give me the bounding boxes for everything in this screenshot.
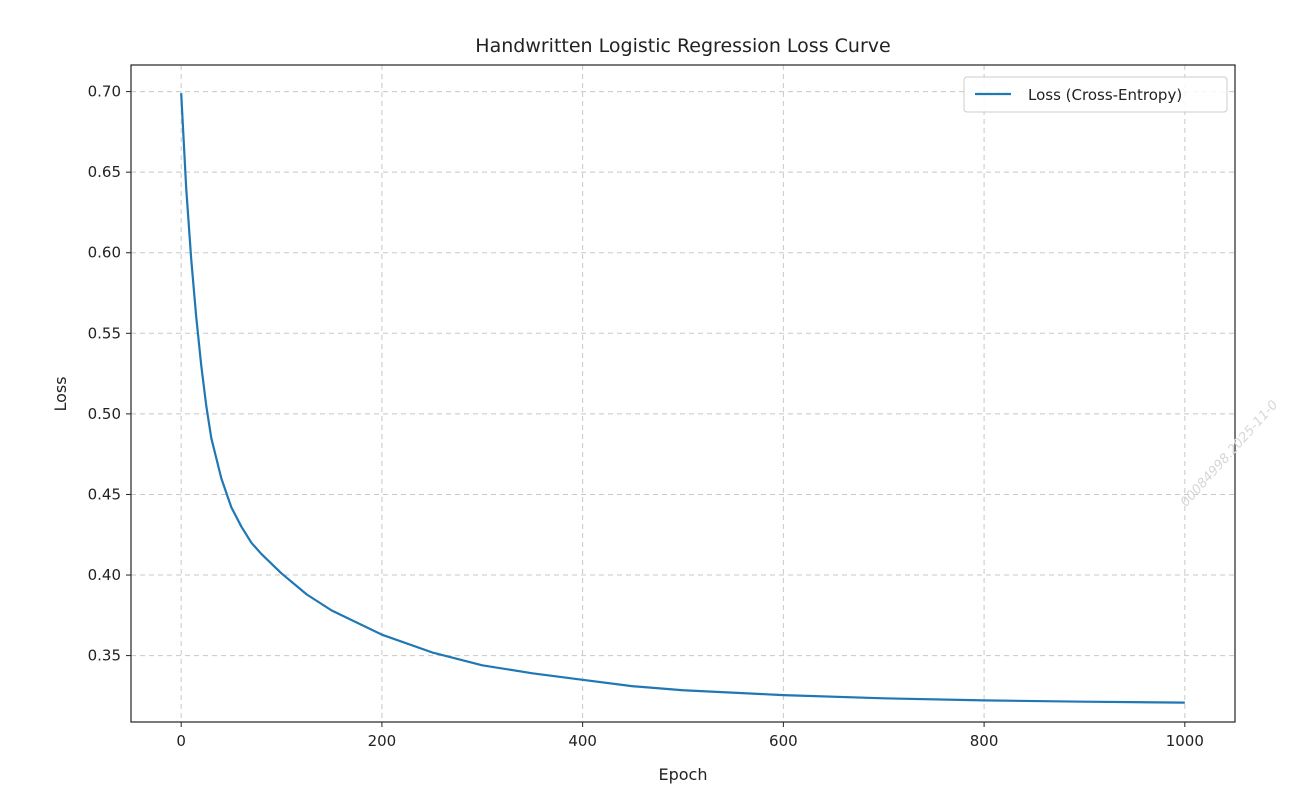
grid xyxy=(131,65,1235,722)
x-tick-label: 0 xyxy=(176,732,186,750)
x-tick-label: 200 xyxy=(368,732,397,750)
y-axis: 0.35 0.40 0.45 0.50 0.55 0.60 0.65 0.70 xyxy=(88,83,131,665)
y-tick-label: 0.40 xyxy=(88,566,121,584)
x-axis-label: Epoch xyxy=(659,765,708,784)
y-tick-label: 0.55 xyxy=(88,324,121,342)
x-tick-label: 1000 xyxy=(1166,732,1204,750)
x-axis: 0 200 400 600 800 1000 xyxy=(176,722,1204,750)
plot-frame xyxy=(130,64,1236,723)
series-line-loss xyxy=(180,93,1185,704)
legend: Loss (Cross-Entropy) xyxy=(963,76,1228,113)
x-tick-label: 400 xyxy=(568,732,597,750)
x-tick-label: 800 xyxy=(970,732,999,750)
y-tick-label: 0.35 xyxy=(88,647,121,665)
series-layer xyxy=(180,93,1185,704)
y-tick-label: 0.50 xyxy=(88,405,121,423)
legend-label: Loss (Cross-Entropy) xyxy=(1028,86,1182,104)
y-tick-label: 0.45 xyxy=(88,485,121,503)
chart-title: Handwritten Logistic Regression Loss Cur… xyxy=(475,35,890,57)
y-tick-label: 0.65 xyxy=(88,163,121,181)
y-axis-label: Loss xyxy=(51,376,70,411)
y-tick-label: 0.60 xyxy=(88,244,121,262)
y-tick-label: 0.70 xyxy=(88,83,121,101)
legend-box xyxy=(963,76,1228,113)
x-tick-label: 600 xyxy=(769,732,798,750)
